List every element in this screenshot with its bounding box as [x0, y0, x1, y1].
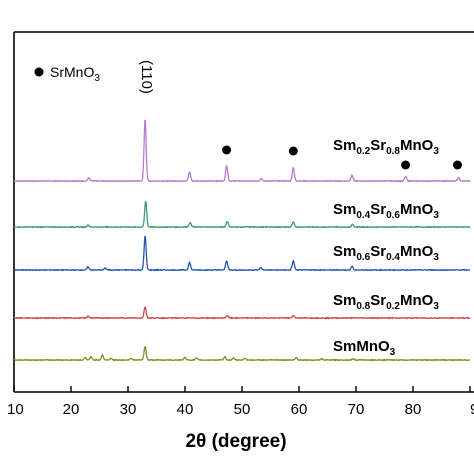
series-label-part: MnO: [400, 137, 434, 154]
series-label-3: Sm0.8Sr0.2MnO3: [333, 292, 439, 312]
x-tick-label: 90: [470, 401, 474, 418]
reflection-marker: [288, 146, 298, 156]
legend-label: SrMnO3: [50, 64, 100, 84]
series-label-part: Sm: [333, 243, 356, 260]
series-label-2: Sm0.6Sr0.4MnO3: [333, 243, 439, 263]
series-label-part: 3: [433, 146, 439, 157]
reflection-markers: [222, 145, 462, 170]
reflection-marker: [222, 145, 232, 155]
series-line-4: [13, 345, 470, 362]
legend: SrMnO3: [34, 64, 100, 84]
series-label-part: 0.4: [356, 210, 370, 221]
series-label-part: 0.4: [386, 252, 400, 263]
series-label-part: MnO: [400, 201, 434, 218]
x-tick-label: 60: [291, 401, 308, 418]
series-line-3: [13, 306, 471, 320]
x-tick-label: 10: [7, 401, 24, 418]
series-label-part: 3: [390, 347, 396, 358]
x-tick-label: 20: [63, 401, 80, 418]
series-label-part: 0.8: [386, 146, 400, 157]
series-line-2: [13, 235, 470, 272]
series-labels: Sm0.2Sr0.8MnO3Sm0.4Sr0.6MnO3Sm0.6Sr0.4Mn…: [333, 137, 439, 358]
x-tick-label: 80: [405, 401, 422, 418]
series-label-1: Sm0.4Sr0.6MnO3: [333, 201, 439, 221]
series-label-part: Sr: [370, 243, 386, 260]
series-label-4: SmMnO3: [333, 338, 396, 358]
x-tick-label: 40: [177, 401, 194, 418]
series-label-part: SmMnO: [333, 338, 390, 355]
series-label-part: 0.2: [386, 301, 400, 312]
reflection-marker: [401, 160, 411, 170]
series-label-part: 0.8: [356, 301, 370, 312]
series-label-part: Sr: [370, 292, 386, 309]
x-axis: 10 20 30 40 50 60 70 80 90: [7, 386, 474, 418]
plot-frame: [13, 31, 474, 393]
x-tick-label: 30: [120, 401, 137, 418]
series-label-part: 3: [433, 252, 439, 263]
x-tick-label: 70: [348, 401, 365, 418]
legend-marker-icon: [34, 67, 44, 77]
series-label-part: 3: [433, 301, 439, 312]
x-axis-title: 2θ (degree): [185, 431, 286, 452]
series-label-part: Sm: [333, 137, 356, 154]
series-label-0: Sm0.2Sr0.8MnO3: [333, 137, 439, 157]
series-line-1: [13, 200, 471, 229]
series-label-part: Sr: [370, 201, 386, 218]
x-tick-label: 50: [234, 401, 251, 418]
series-label-part: 0.6: [356, 252, 370, 263]
series-line-0: [14, 119, 471, 183]
series-label-part: MnO: [400, 292, 434, 309]
peak-annotation-110: (110): [138, 60, 155, 94]
reflection-marker: [452, 160, 462, 170]
series-label-part: Sm: [333, 201, 356, 218]
series-label-part: Sr: [370, 137, 386, 154]
series-label-part: Sm: [333, 292, 356, 309]
series-layer: [13, 119, 471, 362]
series-label-part: 0.6: [386, 210, 400, 221]
series-label-part: MnO: [400, 243, 434, 260]
series-label-part: 3: [433, 210, 439, 221]
series-label-part: 0.2: [356, 146, 370, 157]
